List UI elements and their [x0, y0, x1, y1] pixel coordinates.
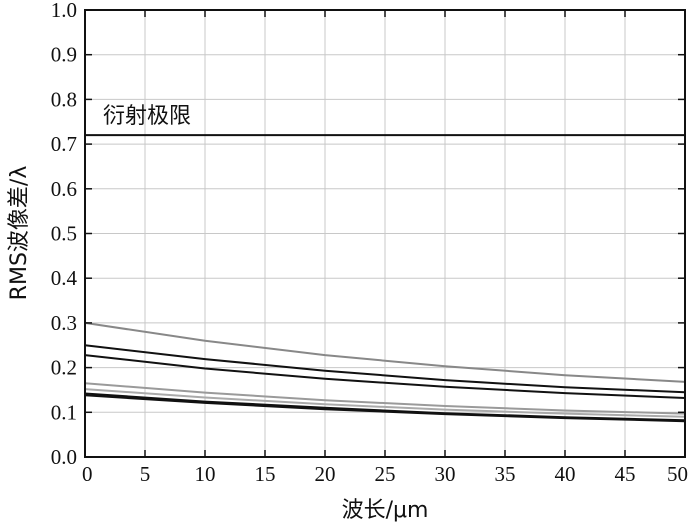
- x-tick-label: 25: [375, 462, 396, 486]
- x-tick-label: 35: [495, 462, 516, 486]
- x-tick-label: 50: [667, 462, 688, 486]
- series-line: [84, 382, 686, 415]
- diffraction-limit: 衍射极限: [85, 104, 685, 137]
- y-tick-label: 0.9: [51, 43, 77, 67]
- series-lines: [84, 321, 686, 423]
- series-line: [84, 388, 686, 418]
- y-tick-label: 0.8: [51, 87, 77, 111]
- y-tick-label: 0.1: [51, 400, 77, 424]
- y-tick-label: 0.3: [51, 311, 77, 335]
- x-tick-label: 0: [82, 462, 93, 486]
- x-axis-title: 波长/μm: [342, 498, 429, 523]
- x-tick-label: 15: [255, 462, 276, 486]
- series-line: [84, 354, 686, 399]
- diffraction-limit-label: 衍射极限: [103, 104, 191, 129]
- x-tick-label: 45: [615, 462, 636, 486]
- x-tick-label: 5: [140, 462, 151, 486]
- y-tick-label: 0.0: [51, 445, 77, 469]
- y-tick-label: 1.0: [51, 0, 77, 22]
- y-tick-label: 0.4: [51, 266, 78, 290]
- y-tick-label: 0.7: [51, 132, 77, 156]
- y-axis-title: RMS波像差/λ: [7, 166, 32, 301]
- ticks: [84, 9, 686, 458]
- x-tick-label: 10: [195, 462, 216, 486]
- x-tick-label: 40: [555, 462, 576, 486]
- y-tick-label: 0.2: [51, 356, 77, 380]
- y-tick-label: 0.6: [51, 177, 77, 201]
- series-line: [84, 321, 686, 383]
- grid: [85, 10, 685, 457]
- series-line: [84, 344, 686, 394]
- x-tick-labels: 0 5 10 15 20 25 30 35 40 45 50: [82, 462, 688, 486]
- x-tick-label: 30: [435, 462, 456, 486]
- x-tick-label: 20: [315, 462, 336, 486]
- y-tick-label: 0.5: [51, 222, 77, 246]
- series-line: [84, 394, 686, 423]
- y-tick-labels: 0.0 0.1 0.2 0.3 0.4 0.5 0.6 0.7 0.8 0.9 1.0: [51, 0, 78, 469]
